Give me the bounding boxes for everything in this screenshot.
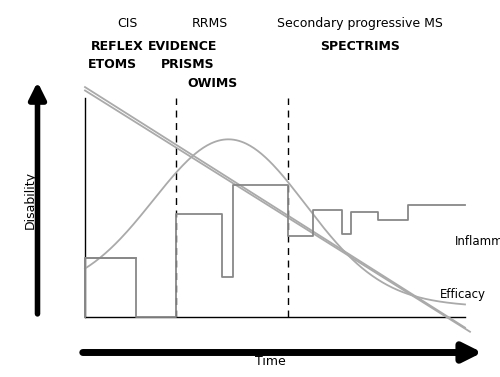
Text: Inflammation: Inflammation	[455, 235, 500, 248]
Text: OWIMS: OWIMS	[188, 77, 238, 90]
Text: CIS: CIS	[118, 17, 138, 30]
Text: PRISMS: PRISMS	[160, 58, 214, 71]
Text: SPECTRIMS: SPECTRIMS	[320, 40, 400, 52]
Text: Secondary progressive MS: Secondary progressive MS	[277, 17, 443, 30]
Text: REFLEX: REFLEX	[91, 40, 144, 52]
Text: ETOMS: ETOMS	[88, 58, 137, 71]
Text: Efficacy: Efficacy	[440, 288, 486, 300]
Text: EVIDENCE: EVIDENCE	[148, 40, 217, 52]
Text: Time: Time	[254, 356, 286, 368]
Text: Disability: Disability	[24, 171, 36, 229]
Text: RRMS: RRMS	[192, 17, 228, 30]
